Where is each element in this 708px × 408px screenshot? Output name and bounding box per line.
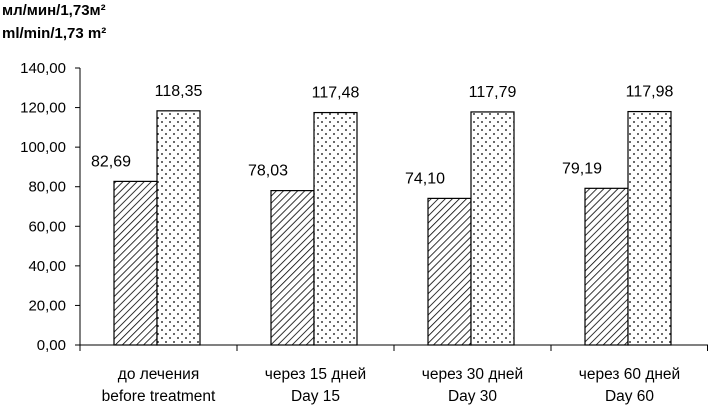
data-label: 117,98 [626, 84, 674, 101]
category-label: before treatment [102, 388, 216, 405]
data-label: 117,79 [469, 84, 517, 101]
category-label: Day 30 [448, 388, 497, 405]
category-label: через 30 дней [422, 366, 523, 383]
plot-area: 0,00 20,00 40,00 60,00 80,00 100,00 120,00 140,… [20, 60, 708, 405]
bar-hatched [584, 187, 629, 346]
category-label: через 15 дней [265, 366, 366, 383]
data-label: 117,48 [312, 85, 360, 102]
y-axis-label-line-2: ml/min/1,73 m² [2, 25, 106, 42]
category-label: до лечения [118, 366, 199, 383]
y-tick-label: 140,00 [20, 60, 66, 77]
bar-hatched [270, 190, 315, 346]
y-tick-label: 40,00 [28, 258, 66, 275]
y-tick-label: 20,00 [28, 297, 66, 314]
data-label: 79,19 [562, 160, 602, 177]
category-label: через 60 дней [579, 366, 680, 383]
data-label: 118,35 [155, 83, 203, 100]
bar-dotted [313, 111, 358, 346]
bar-hatched [427, 197, 472, 346]
y-axis-label-line-1: мл/мин/1,73м² [2, 2, 106, 19]
y-tick-label: 100,00 [20, 139, 66, 156]
bar-hatched [113, 180, 158, 346]
category-label: Day 15 [291, 388, 340, 405]
y-tick-label: 120,00 [20, 100, 66, 117]
data-label: 82,69 [91, 153, 131, 170]
y-tick-label: 80,00 [28, 179, 66, 196]
y-tick-label: 0,00 [37, 337, 66, 354]
y-tick-label: 60,00 [28, 218, 66, 235]
bar-dotted [470, 111, 515, 346]
bar-dotted [156, 110, 201, 346]
data-label: 78,03 [248, 163, 288, 180]
bar-dotted [627, 110, 672, 346]
category-label: Day 60 [605, 388, 654, 405]
data-label: 74,10 [405, 170, 445, 187]
